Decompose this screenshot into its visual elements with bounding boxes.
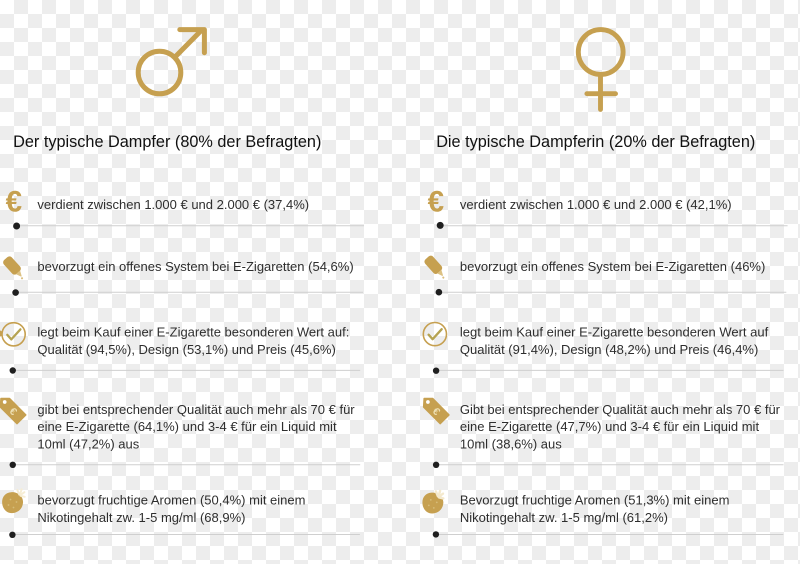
svg-text:Der typische Dampfer (80% der: Der typische Dampfer (80% der Befragten) — [13, 133, 321, 151]
svg-text:verdient zwischen 1.000 € und: verdient zwischen 1.000 € und 2.000 € (4… — [460, 197, 732, 212]
svg-text:€: € — [6, 186, 22, 219]
svg-text:€: € — [428, 186, 444, 219]
svg-text:Bevorzugt fruchtige Aromen (51: Bevorzugt fruchtige Aromen (51,3%) mit e… — [460, 493, 730, 508]
svg-text:bevorzugt fruchtige Aromen (50: bevorzugt fruchtige Aromen (50,4%) mit e… — [37, 493, 305, 508]
svg-text:legt beim Kauf einer E-Zigaret: legt beim Kauf einer E-Zigarette besonde… — [460, 324, 769, 339]
svg-text:eine E-Zigarette (64,1%) und 3: eine E-Zigarette (64,1%) und 3-4 € für e… — [37, 419, 337, 434]
svg-text:Nikotingehalt zw. 1-5 mg/ml (6: Nikotingehalt zw. 1-5 mg/ml (61,2%) — [460, 510, 668, 525]
svg-text:10ml (47,2%) aus: 10ml (47,2%) aus — [37, 436, 139, 451]
svg-text:Gibt bei entsprechender Qualit: Gibt bei entsprechender Qualität auch me… — [460, 402, 781, 417]
svg-text:verdient zwischen 1.000 € und: verdient zwischen 1.000 € und 2.000 € (3… — [37, 197, 309, 212]
svg-text:Nikotingehalt zw. 1-5 mg/ml (6: Nikotingehalt zw. 1-5 mg/ml (68,9%) — [37, 510, 245, 525]
svg-text:bevorzugt ein offenes System b: bevorzugt ein offenes System bei E-Zigar… — [37, 259, 353, 274]
svg-text:Qualität (94,5%), Design (53,1: Qualität (94,5%), Design (53,1%) und Pre… — [37, 342, 335, 357]
svg-text:eine E-Zigarette (47,7%) und 3: eine E-Zigarette (47,7%) und 3-4 € für e… — [460, 419, 760, 434]
svg-text:legt beim Kauf einer E-Zigaret: legt beim Kauf einer E-Zigarette besonde… — [37, 324, 349, 339]
svg-text:bevorzugt ein offenes System b: bevorzugt ein offenes System bei E-Zigar… — [460, 259, 765, 274]
svg-text:10ml (38,6%) aus: 10ml (38,6%) aus — [460, 436, 562, 451]
svg-text:Die typische Dampferin (20% de: Die typische Dampferin (20% der Befragte… — [436, 133, 755, 151]
svg-text:gibt bei entsprechender Qualit: gibt bei entsprechender Qualität auch me… — [37, 402, 355, 417]
svg-text:Qualität (91,4%), Design (48,2: Qualität (91,4%), Design (48,2%) und Pre… — [460, 342, 758, 357]
